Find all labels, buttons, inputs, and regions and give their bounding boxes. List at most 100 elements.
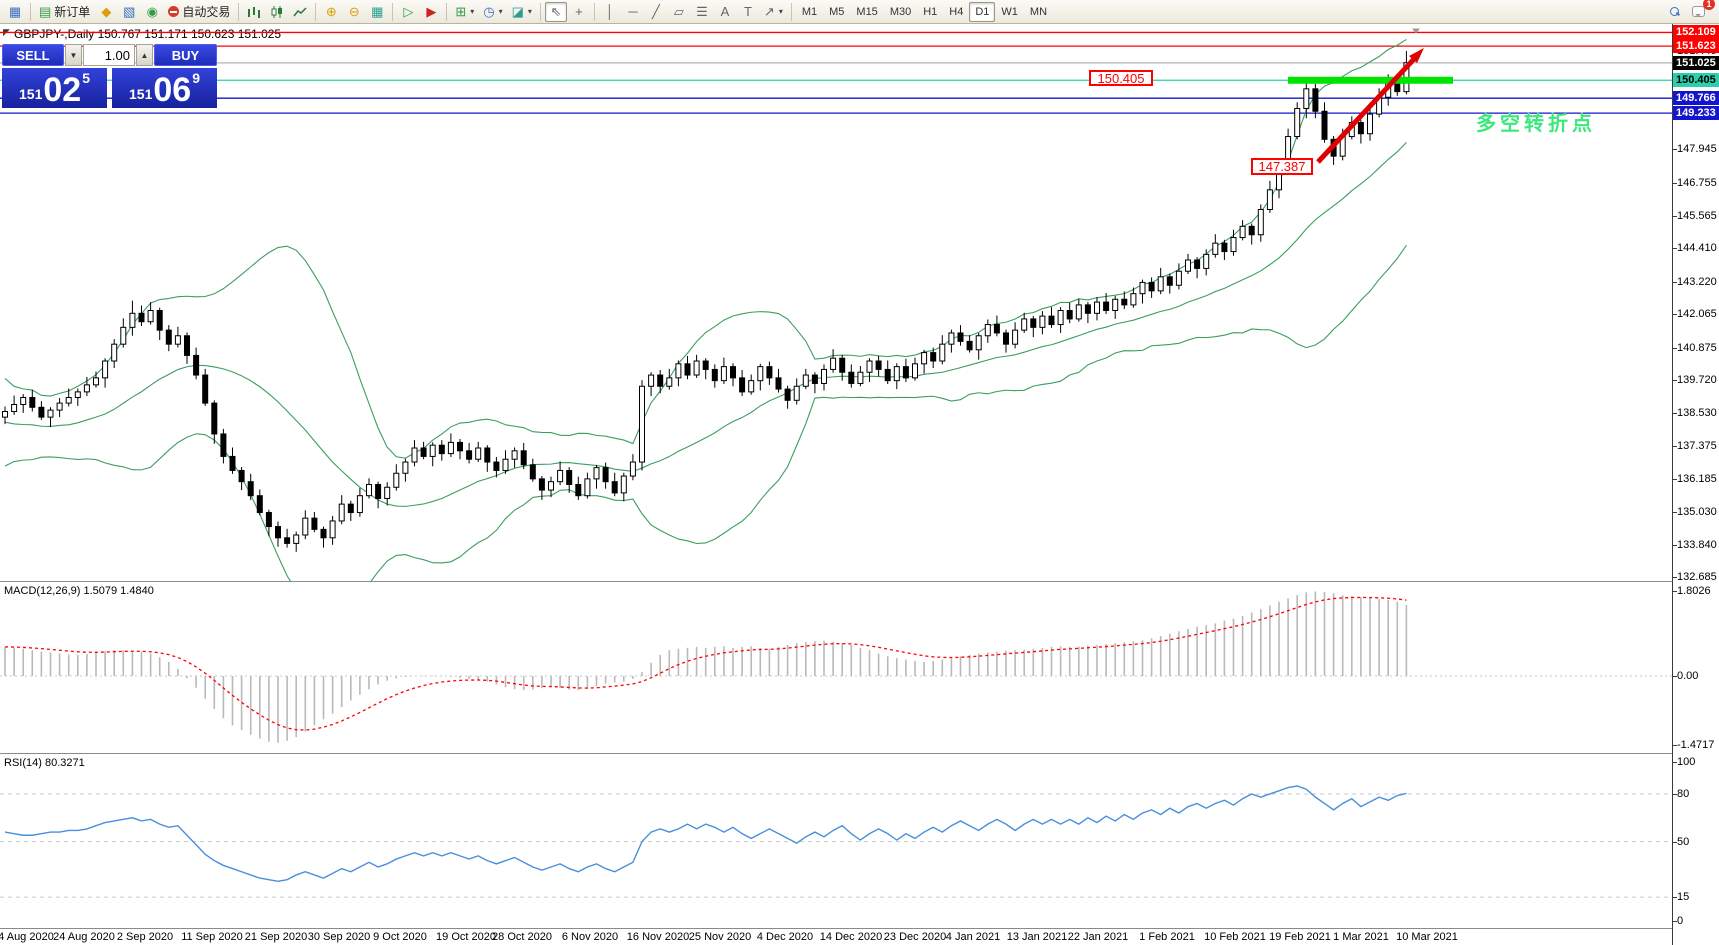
support-zone-bar [1288, 76, 1453, 84]
main-price-chart[interactable] [0, 24, 1672, 581]
volume-decrease-button[interactable]: ▼ [65, 44, 82, 66]
crosshair-tool-button[interactable]: + [568, 2, 590, 22]
channel-tool-button[interactable]: ▱ [668, 2, 690, 22]
bid-price-panel[interactable]: 151 02 5 [2, 68, 107, 108]
trendline-tool-button[interactable]: ╱ [645, 2, 667, 22]
horizontal-line-tool-button[interactable]: ─ [622, 2, 644, 22]
sell-button[interactable]: SELL [2, 44, 64, 66]
zoom-out-button[interactable]: ⊖ [343, 2, 365, 22]
candle-body [939, 343, 946, 362]
signals-button[interactable]: ◉ [141, 2, 163, 22]
tick-mark [1673, 921, 1677, 922]
text-tool-button[interactable]: A [714, 2, 736, 22]
tick-mark [1673, 445, 1677, 447]
zoom-in-button[interactable]: ⊕ [320, 2, 342, 22]
candlestick-chart-button[interactable] [266, 2, 288, 22]
tile-windows-button[interactable]: ▦ [366, 2, 388, 22]
date-label: 2 Sep 2020 [116, 931, 174, 943]
candle-body [1075, 304, 1082, 320]
bollinger-middle-band [4, 142, 1407, 507]
macd-panel[interactable] [0, 583, 1672, 753]
candle-body [1094, 301, 1100, 314]
candle-body [1139, 281, 1146, 295]
price-axis[interactable]: 151.445150.290149.100147.945146.755145.5… [1673, 24, 1719, 945]
candle-body [830, 357, 837, 370]
pivot-price-label[interactable]: 147.387 [1251, 158, 1313, 175]
new-order-button[interactable]: ▤ 新订单 [35, 2, 94, 22]
date-label: 21 Sep 2020 [244, 931, 308, 943]
chart-shift-button[interactable]: ▷ [397, 2, 419, 22]
candle-body [1148, 281, 1155, 292]
timeframe-m30[interactable]: M30 [889, 5, 912, 18]
rsi-panel[interactable] [0, 755, 1672, 929]
volume-input[interactable] [83, 44, 135, 66]
charts-button[interactable]: ◆ [95, 2, 117, 22]
chat-icon [1691, 6, 1705, 17]
autotrade-button[interactable]: 自动交易 [164, 2, 234, 22]
toolbar-separator [539, 2, 541, 21]
candle-body [1367, 113, 1373, 135]
candle-body [329, 520, 336, 539]
fibonacci-tool-button[interactable]: ☰ [691, 2, 713, 22]
market-watch-icon: ▦ [8, 4, 22, 19]
date-label: 10 Mar 2021 [1396, 931, 1458, 943]
panel-splitter[interactable] [0, 581, 1719, 582]
vertical-line-tool-button[interactable]: │ [599, 2, 621, 22]
timeframe-w1[interactable]: W1 [1001, 5, 1018, 18]
label-tool-button[interactable]: T [737, 2, 759, 22]
date-axis[interactable]: 4 Aug 2020 24 Aug 2020 2 Sep 2020 11 Sep 20… [0, 929, 1719, 945]
candle-body [83, 384, 90, 393]
volume-increase-button[interactable]: ▲ [136, 44, 153, 66]
candle-body [693, 360, 700, 376]
candle-body [29, 396, 36, 408]
candle-body [420, 447, 427, 457]
timeframe-m5[interactable]: M5 [829, 5, 845, 18]
navigator-button[interactable]: ▧ [118, 2, 140, 22]
periods-button[interactable]: ◷ ▾ [479, 2, 506, 22]
candle-body [793, 385, 800, 401]
timeframe-m15[interactable]: M15 [856, 5, 878, 18]
search-button[interactable] [1664, 2, 1686, 22]
arrows-tool-button[interactable]: ↗ ▾ [760, 2, 787, 22]
candle-body [1021, 318, 1028, 331]
buy-button[interactable]: BUY [154, 44, 217, 66]
cursor-tool-button[interactable]: ⇖ [544, 1, 567, 22]
timeframe-d1[interactable]: D1 [969, 1, 996, 22]
timeframe-mn[interactable]: MN [1029, 5, 1048, 18]
indicators-button[interactable]: ⊞ ▾ [451, 2, 478, 22]
chat-button[interactable]: 1 [1687, 0, 1715, 22]
date-label: 22 Jan 2021 [1067, 931, 1129, 943]
candle-body [293, 534, 300, 544]
resistance-price-label[interactable]: 150.405 [1089, 70, 1153, 86]
rsi-tick: 80 [1677, 787, 1690, 800]
candle-body [748, 380, 755, 393]
tick-mark [1673, 216, 1677, 218]
trend-arrow [1316, 57, 1416, 164]
templates-button[interactable]: ◪ ▾ [508, 2, 536, 22]
candle-body [156, 310, 163, 331]
bar-chart-icon [248, 6, 261, 18]
candle-body [247, 481, 254, 497]
line-chart-button[interactable] [289, 2, 311, 22]
panel-splitter[interactable] [0, 753, 1719, 754]
timeframe-h1[interactable]: H1 [923, 5, 938, 18]
timeframe-m1[interactable]: M1 [801, 5, 818, 18]
candle-body [1048, 315, 1055, 326]
candle-body [775, 377, 782, 390]
candle-body [966, 340, 973, 351]
auto-scroll-button[interactable]: ▶ [420, 2, 442, 22]
ask-price-panel[interactable]: 151 06 9 [112, 68, 217, 108]
candle-body [1294, 107, 1301, 138]
timeframe-h4[interactable]: H4 [949, 5, 964, 18]
turning-point-note[interactable]: 多空转折点 [1476, 113, 1596, 135]
market-watch-button[interactable]: ▦ [4, 2, 26, 22]
line-handle [1412, 28, 1420, 34]
candle-body [502, 458, 509, 471]
price-tick: 145.565 [1677, 210, 1717, 223]
date-label: 30 Sep 2020 [307, 931, 371, 943]
timeframe-bar: M1 M5 M15 M30 H1 H4 D1 W1 MN [796, 1, 1053, 22]
bar-chart-button[interactable] [243, 2, 265, 22]
candle-body [38, 406, 45, 418]
bollinger-upper-band [4, 38, 1407, 459]
chevron-down-icon: ▾ [778, 7, 783, 16]
